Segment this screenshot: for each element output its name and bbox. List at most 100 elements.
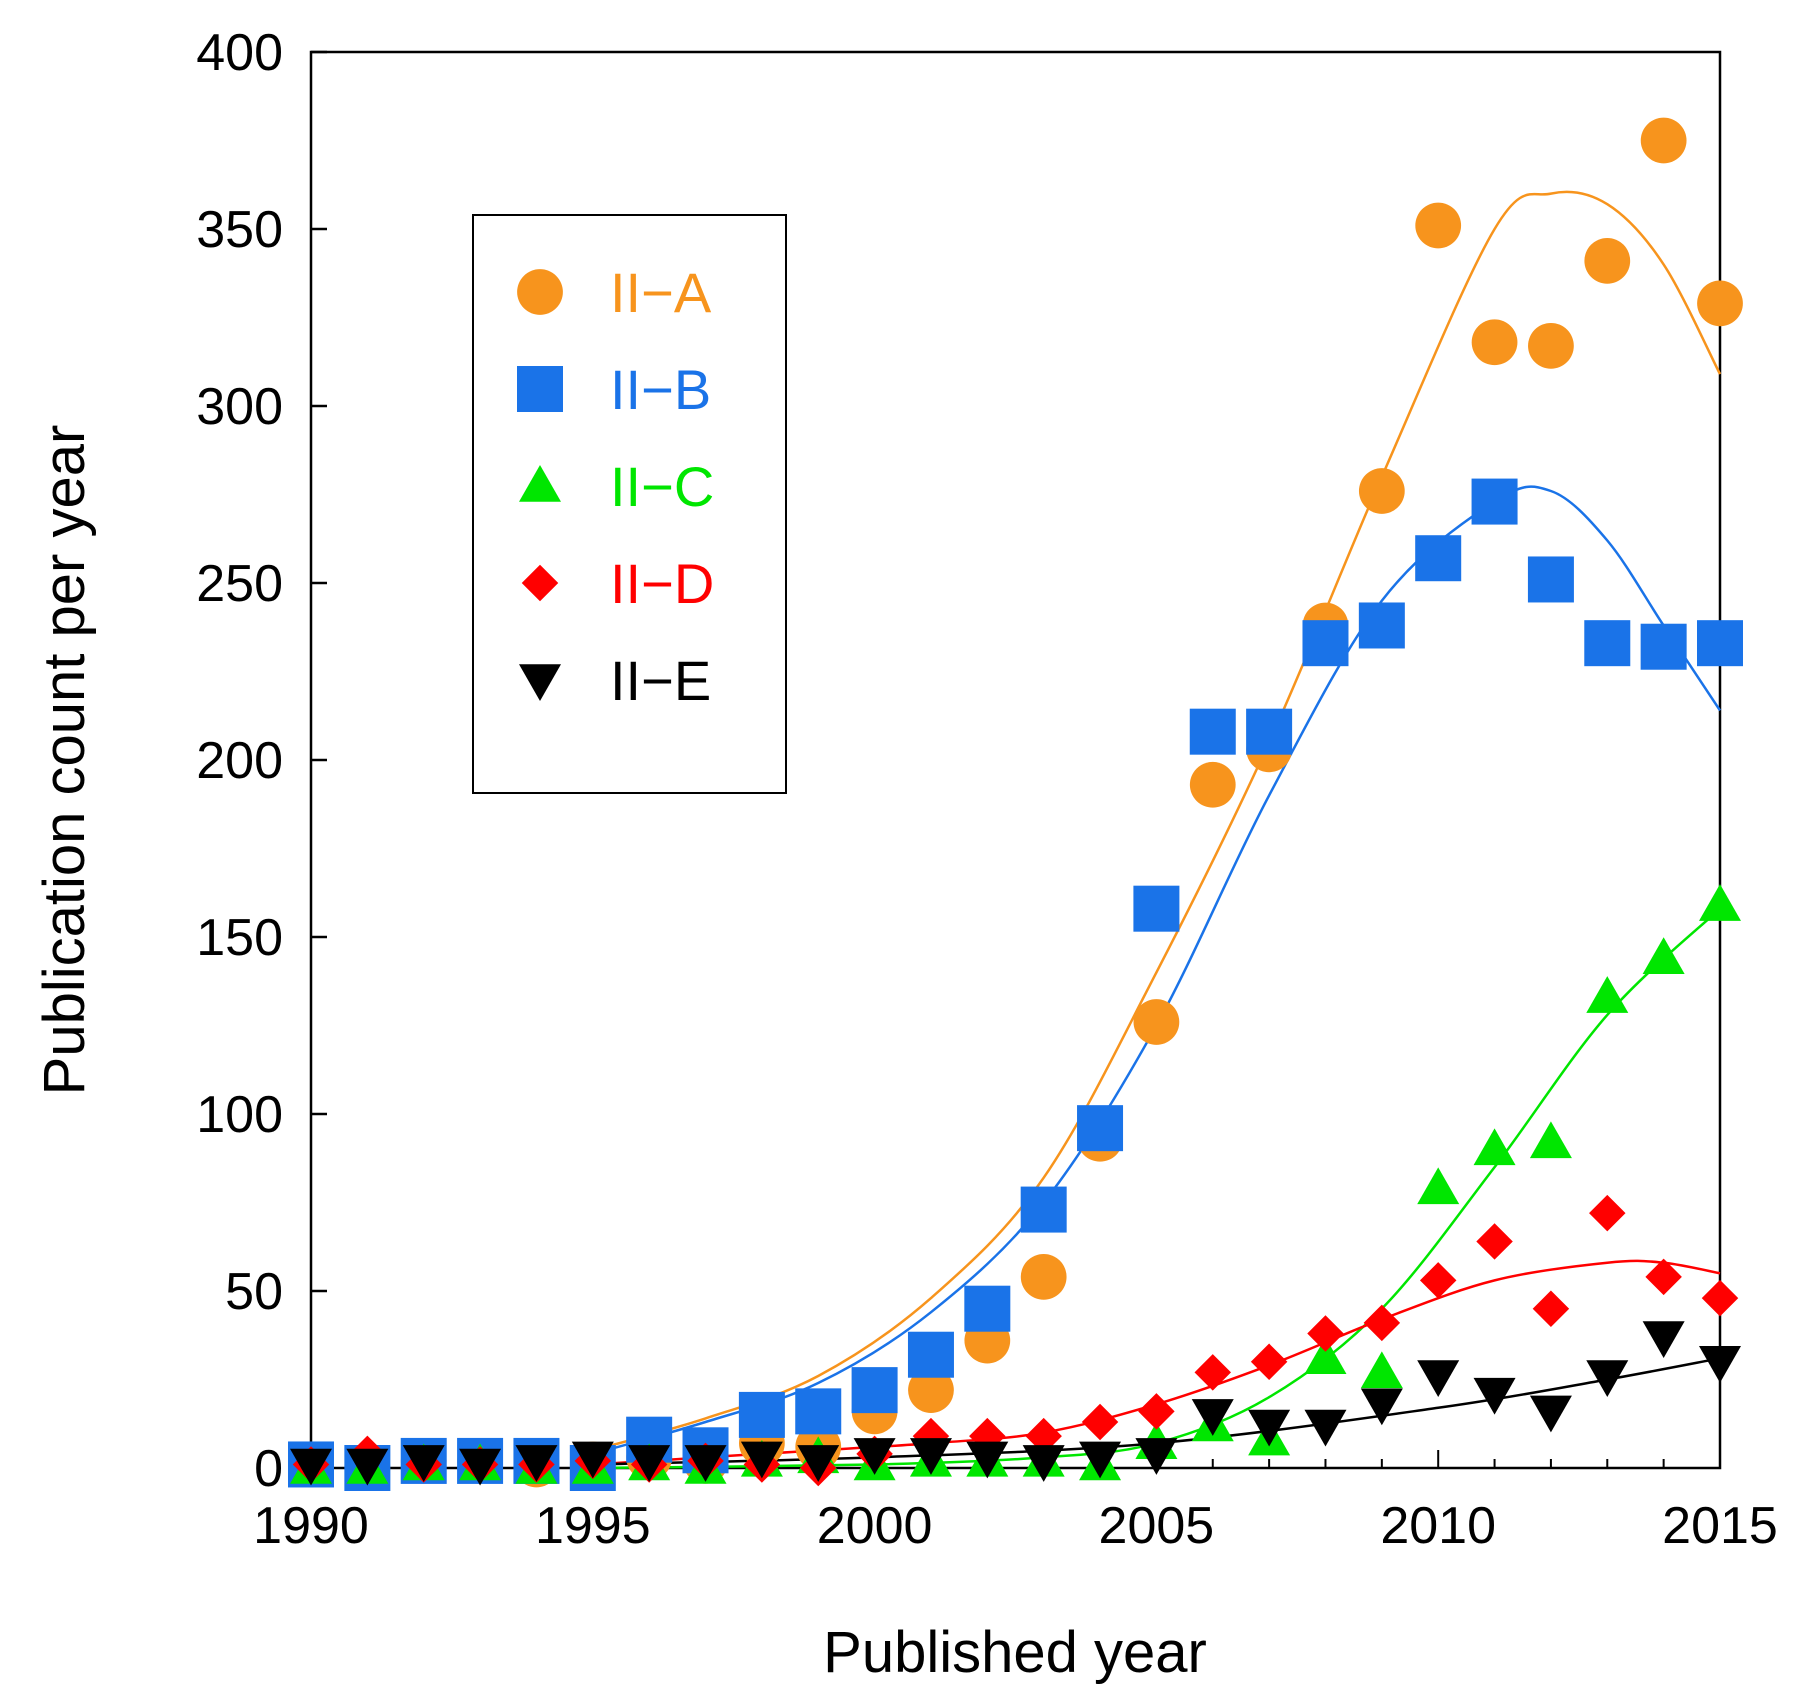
data-point [1584, 237, 1631, 284]
data-point [684, 1445, 727, 1482]
data-point [1471, 478, 1518, 525]
y-tick-label: 300 [196, 378, 283, 436]
x-tick-label: 1990 [253, 1497, 369, 1555]
data-point [966, 1441, 1009, 1479]
data-point [346, 1448, 389, 1486]
y-axis-ticks: 0 50 100 150 200 250 300 350 400 [196, 24, 327, 1498]
data-point [1640, 117, 1687, 164]
data-point [1419, 1262, 1457, 1299]
x-axis-ticks: 1990 1995 2000 2005 2010 2015 [253, 1450, 1778, 1555]
data-point [908, 1367, 954, 1413]
data-point [1584, 620, 1631, 667]
data-point [1697, 620, 1743, 667]
data-point [1699, 884, 1741, 921]
data-point [1133, 999, 1180, 1045]
data-point [1476, 1223, 1513, 1260]
x-axis-title: Published year [823, 1620, 1207, 1685]
data-point [1701, 1279, 1739, 1317]
data-point [795, 1388, 842, 1435]
legend-label-iic: II−C [610, 455, 714, 518]
x-tick-label: 2005 [1099, 1497, 1215, 1555]
data-point [1020, 1186, 1067, 1233]
data-point [1645, 1258, 1682, 1296]
trend-line-iib [592, 485, 1722, 1456]
data-point [515, 1445, 558, 1482]
data-point [1077, 1105, 1124, 1152]
y-tick-label: 50 [225, 1263, 283, 1321]
data-point [1586, 1360, 1629, 1397]
data-point [1473, 1128, 1516, 1166]
data-point [1360, 1388, 1403, 1426]
legend-marker-iid [521, 564, 559, 602]
data-point [1697, 280, 1743, 327]
data-point [1528, 322, 1574, 369]
data-point [1189, 708, 1236, 755]
data-point [1022, 1445, 1065, 1482]
legend-label-iib: II−B [610, 358, 711, 421]
x-tick-label: 2015 [1662, 1497, 1778, 1555]
data-point [1473, 1377, 1516, 1415]
data-point [1081, 1403, 1119, 1441]
data-point [1415, 535, 1462, 582]
series-iie [290, 1321, 1741, 1486]
data-point [1699, 1346, 1741, 1383]
y-axis-title: Publication count per year [32, 425, 97, 1096]
data-point [1246, 708, 1293, 755]
data-point [1135, 1438, 1178, 1475]
data-point [1589, 1194, 1626, 1232]
data-markers [288, 117, 1743, 1491]
trend-line-iia [592, 190, 1722, 1452]
legend-label-iie: II−E [610, 649, 711, 712]
data-point [1360, 1351, 1403, 1389]
x-tick-label: 2010 [1380, 1497, 1496, 1555]
legend-marker-iib [517, 366, 563, 412]
legend-label-iia: II−A [610, 261, 712, 324]
data-point [909, 1438, 952, 1475]
y-tick-label: 200 [196, 732, 283, 790]
y-tick-label: 400 [196, 24, 283, 82]
data-point [1417, 1167, 1460, 1205]
data-point [1248, 1409, 1291, 1447]
data-point [1302, 620, 1349, 667]
legend-marker-iic [519, 465, 561, 502]
data-point [1189, 761, 1236, 808]
data-point [1527, 556, 1574, 603]
data-point [1358, 468, 1405, 514]
y-tick-label: 150 [196, 909, 283, 967]
x-tick-label: 1995 [535, 1497, 651, 1555]
data-point [851, 1367, 898, 1414]
y-tick-label: 0 [254, 1440, 283, 1498]
data-point [1532, 1290, 1570, 1327]
data-point [1471, 319, 1518, 366]
data-point [1363, 1304, 1401, 1342]
data-point [1417, 1360, 1460, 1397]
data-point [1191, 1399, 1234, 1436]
data-point [1640, 623, 1687, 670]
data-point [907, 1331, 954, 1378]
data-point [1020, 1253, 1067, 1300]
data-point [459, 1448, 502, 1486]
data-point [1250, 1343, 1288, 1381]
y-tick-label: 350 [196, 201, 283, 259]
legend-box [472, 214, 787, 794]
legend-label-iid: II−D [610, 552, 714, 615]
data-point [1586, 976, 1629, 1013]
data-point [290, 1448, 332, 1486]
data-point [797, 1445, 840, 1482]
data-point [853, 1438, 896, 1475]
y-tick-label: 250 [196, 555, 283, 613]
data-point [1133, 885, 1180, 932]
data-point [1642, 937, 1685, 974]
data-point [1304, 1409, 1347, 1447]
data-point [1079, 1441, 1122, 1479]
legend: II−A II−B II−C II−D II−E [472, 214, 787, 794]
data-point [1642, 1321, 1685, 1359]
data-point [1138, 1393, 1175, 1430]
data-point [571, 1441, 614, 1479]
y-tick-label: 100 [196, 1086, 283, 1144]
legend-marker-iia [517, 269, 563, 315]
data-point [1194, 1354, 1231, 1391]
data-point [740, 1441, 783, 1479]
data-point [402, 1445, 445, 1482]
